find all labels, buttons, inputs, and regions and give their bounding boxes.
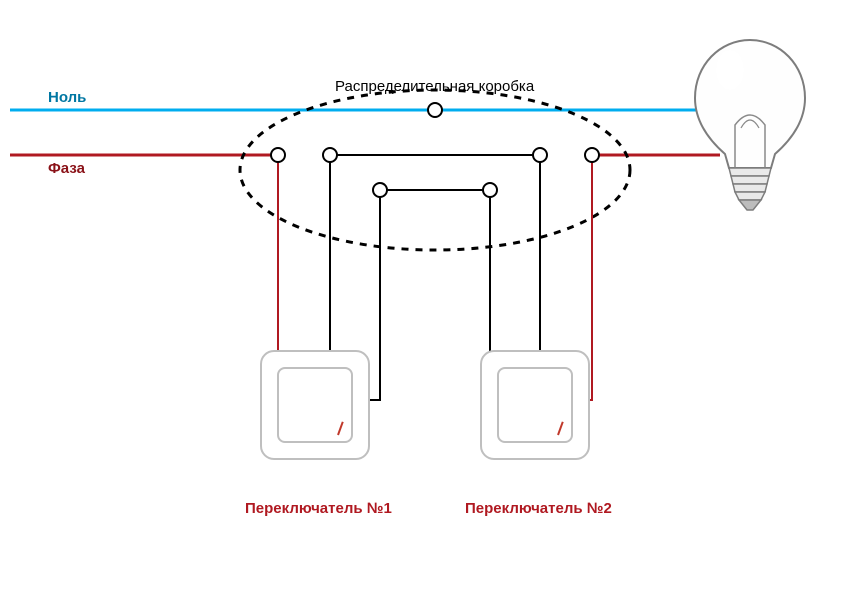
junction-nodes [271, 103, 599, 197]
wiring-diagram: Распределительная коробка Ноль Фаза Пере… [0, 0, 846, 589]
switch-1-indicator [331, 421, 345, 435]
switch-2 [480, 350, 590, 460]
lightbulb-icon [695, 40, 805, 210]
switch-2-tile [497, 367, 573, 443]
switch-1-label: Переключатель №1 [245, 500, 392, 517]
switch-2-label: Переключатель №2 [465, 500, 612, 517]
switch-1-tile [277, 367, 353, 443]
switch-1 [260, 350, 370, 460]
phase-label: Фаза [48, 160, 85, 177]
switch-2-indicator [551, 421, 565, 435]
neutral-label: Ноль [48, 89, 86, 106]
junction-box-title: Распределительная коробка [335, 78, 534, 95]
